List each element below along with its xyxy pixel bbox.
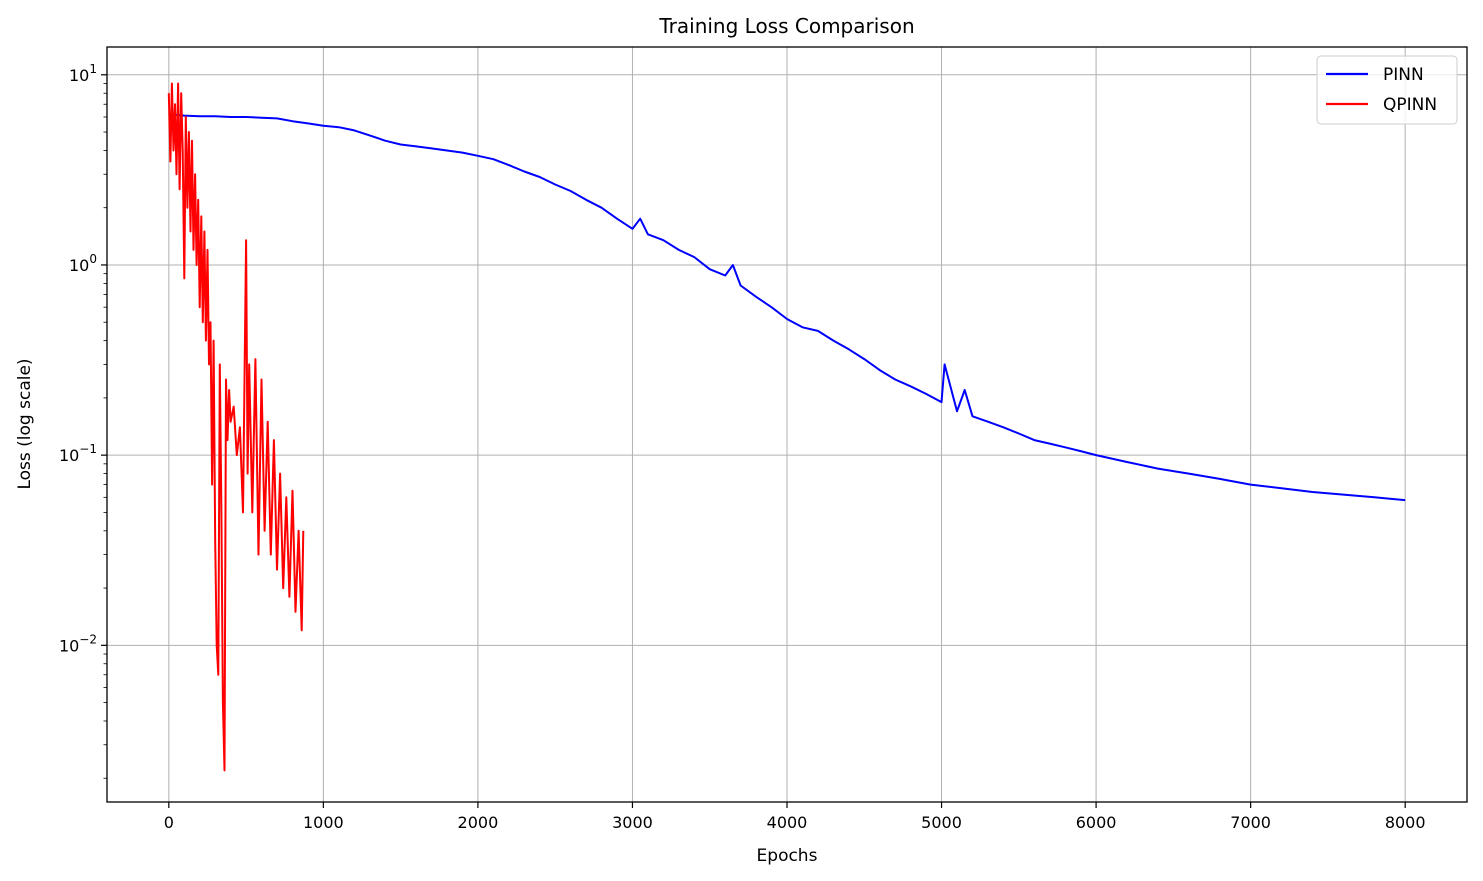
series-line-qpinn [167,82,305,772]
y-tick-label: 100 [69,252,97,275]
legend-label-pinn: PINN [1383,65,1424,85]
x-tick-label: 0 [164,813,174,832]
legend: PINN QPINN [1316,55,1458,125]
x-axis-ticks: 0 1000 2000 3000 4000 5000 6000 7000 8000 [164,802,1426,832]
chart-title: Training Loss Comparison [658,14,914,38]
x-tick-label: 7000 [1230,813,1271,832]
x-axis-label: Epochs [757,846,818,866]
x-tick-label: 1000 [303,813,344,832]
grid-lines [107,47,1467,802]
x-tick-label: 3000 [612,813,653,832]
plot-area [167,82,1406,772]
y-tick-label: 10−2 [59,632,97,655]
y-tick-label: 10−1 [59,442,97,465]
x-tick-label: 2000 [458,813,499,832]
y-tick-label: 101 [69,62,97,85]
legend-label-qpinn: QPINN [1383,95,1437,115]
y-axis-label: Loss (log scale) [15,358,35,489]
x-tick-label: 4000 [767,813,808,832]
x-tick-label: 5000 [921,813,962,832]
x-tick-label: 8000 [1385,813,1426,832]
series-line-pinn [168,113,1406,502]
x-tick-label: 6000 [1076,813,1117,832]
y-axis-ticks: 10−2 10−1 100 101 [59,62,107,779]
